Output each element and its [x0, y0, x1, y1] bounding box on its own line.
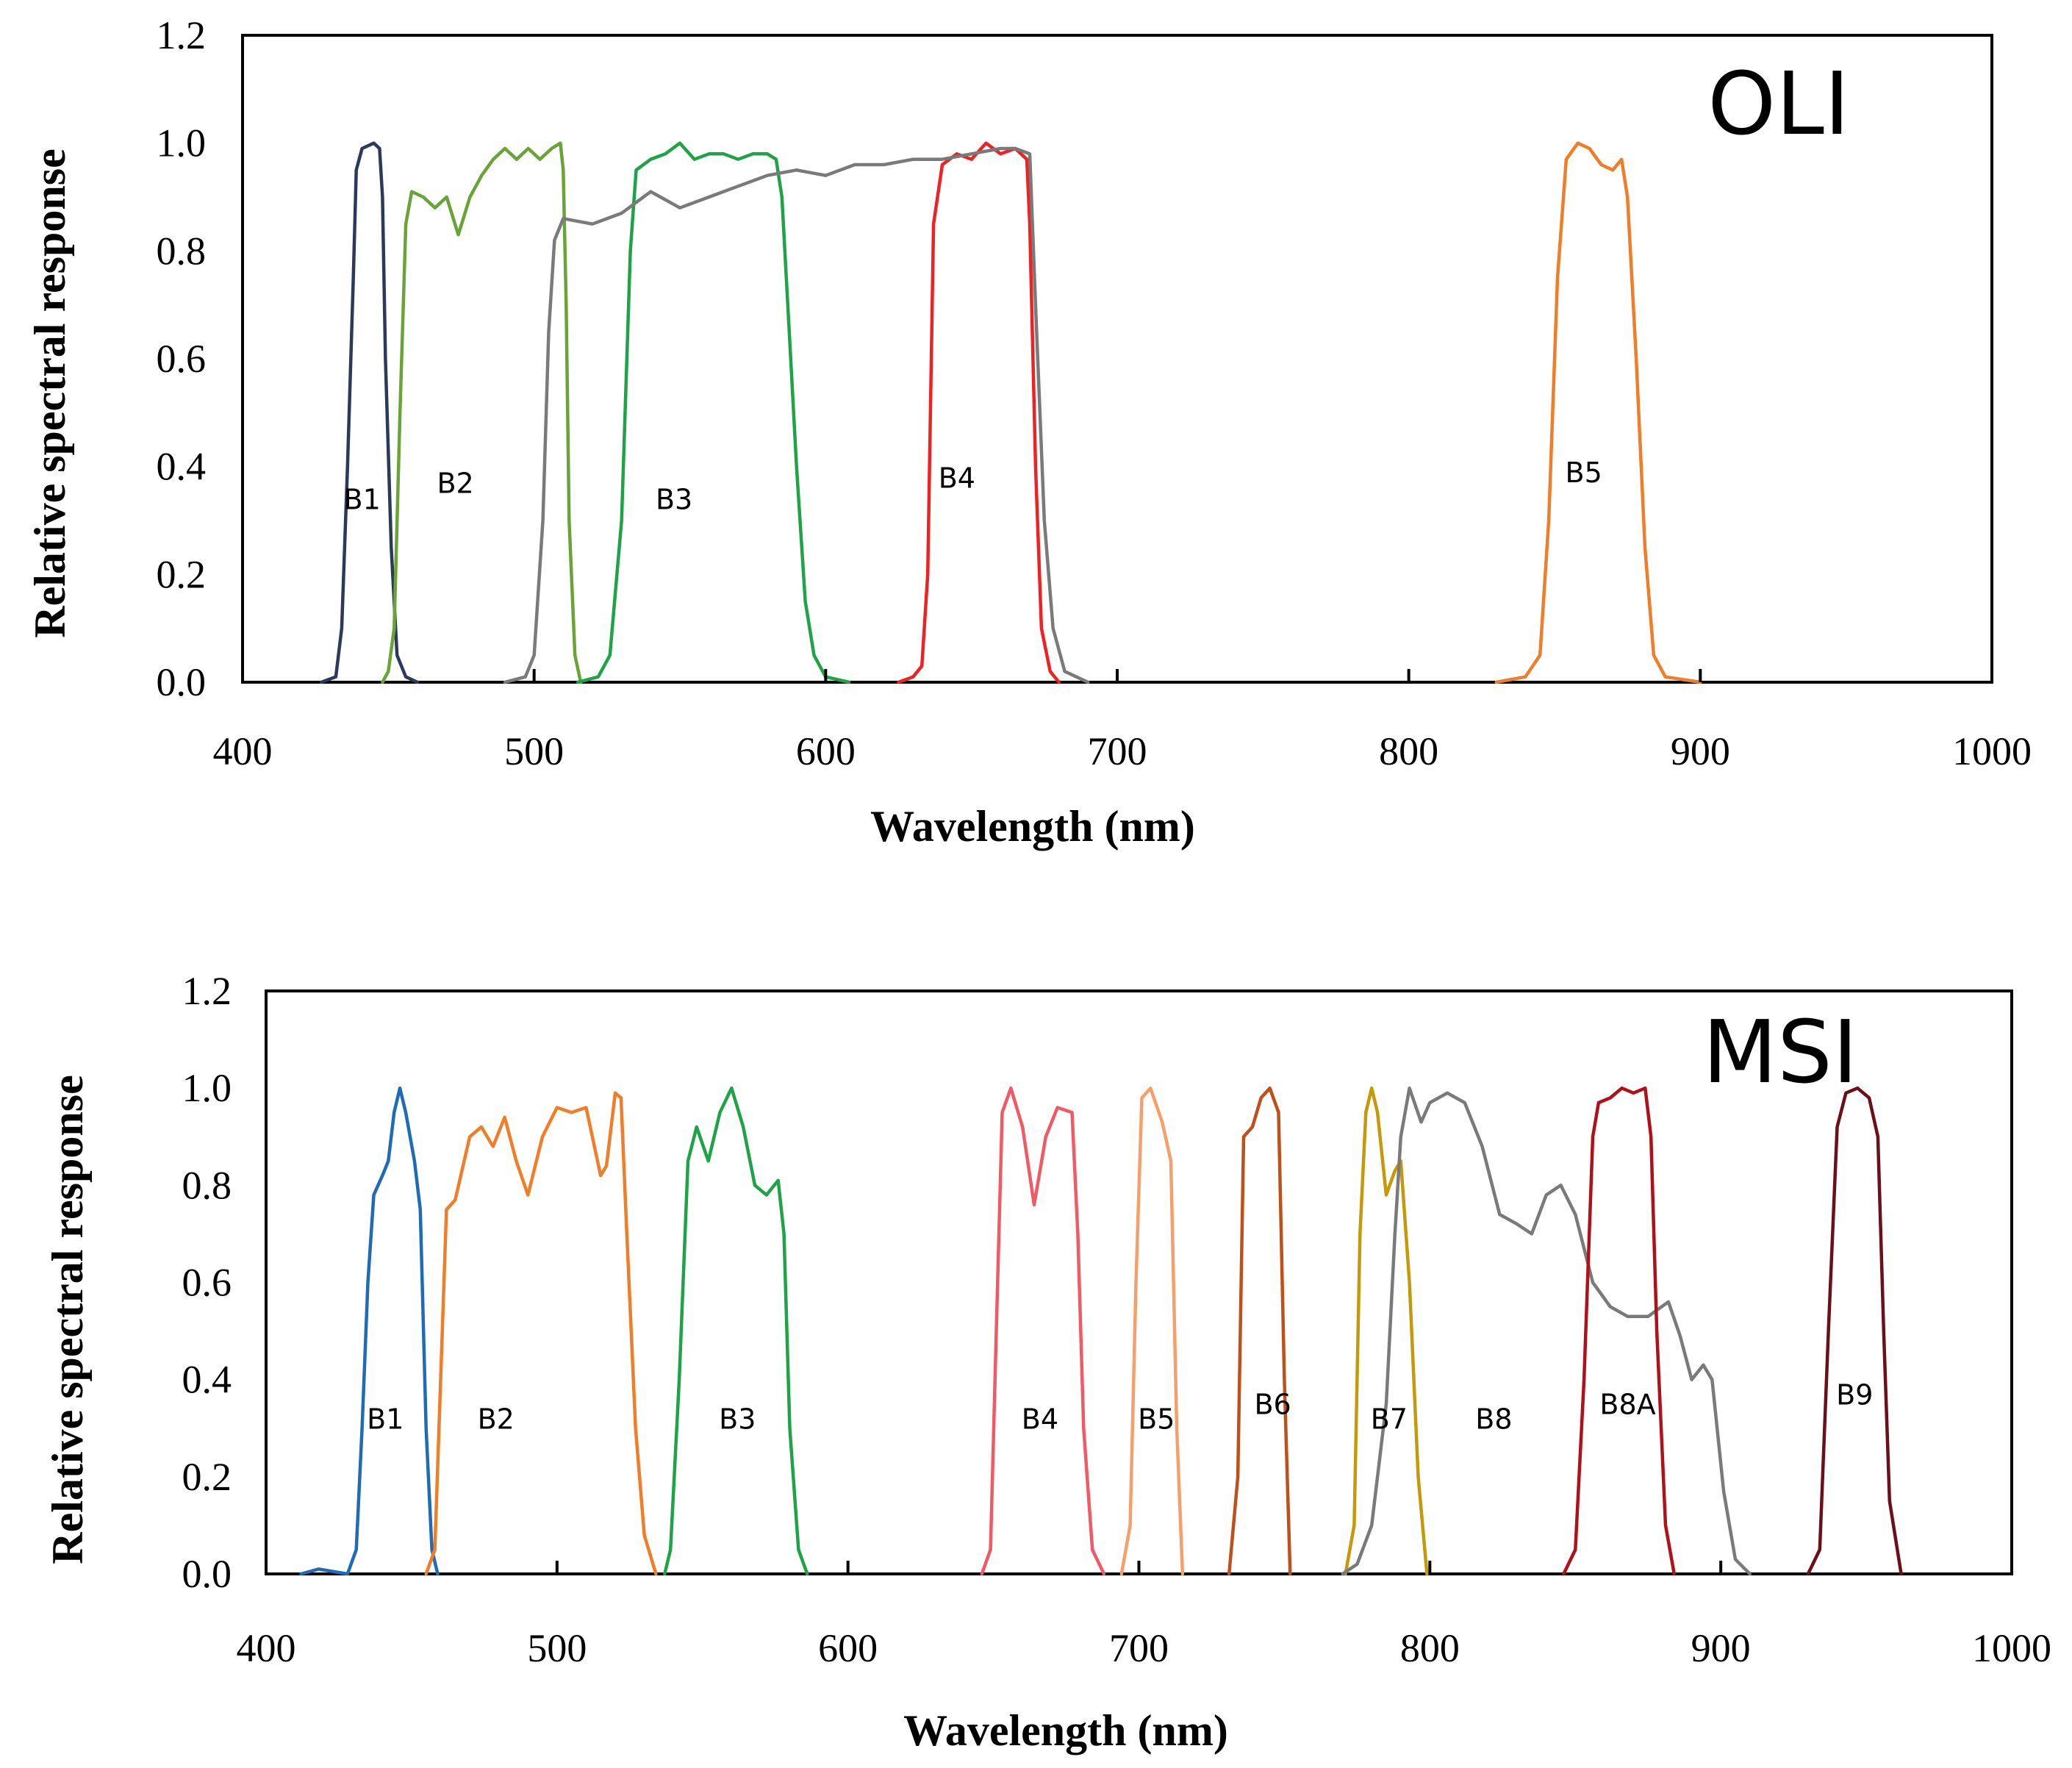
oli-y-tick-label: 0.6 — [157, 337, 207, 381]
oli-x-tick-label: 1000 — [1952, 729, 2032, 773]
msi-series-b1-line — [299, 1086, 440, 1576]
oli-series-b2-line — [381, 141, 583, 684]
msi-series-b9-line — [1806, 1086, 1903, 1576]
oli-y-tick-label: 0.2 — [157, 552, 207, 596]
msi-y-tick-label: 0.6 — [182, 1261, 232, 1305]
oli-band-label-b5: B5 — [1566, 457, 1602, 489]
msi-y-tick-labels: 0.0 0.2 0.4 0.6 0.8 1.0 1.2 — [182, 969, 232, 1596]
oli-x-tick-labels: 400 500 600 700 800 900 1000 — [213, 729, 2032, 773]
msi-chart: 0.0 0.2 0.4 0.6 0.8 1.0 1.2 400 500 600 700 800 900… — [43, 969, 2051, 1755]
msi-series-b8-line — [1341, 1086, 1752, 1576]
oli-y-tick-label: 0.4 — [157, 445, 207, 489]
msi-y-tick-label: 0.2 — [182, 1455, 232, 1499]
msi-series-b3-line — [663, 1086, 809, 1576]
oli-series-layer — [243, 141, 1992, 684]
msi-y-tick-label: 0.8 — [182, 1163, 232, 1207]
msi-series-b4-line — [980, 1086, 1106, 1576]
msi-chart-title: MSI — [1702, 1001, 1858, 1103]
oli-y-tick-label: 1.0 — [157, 121, 207, 165]
oli-series-b4-line — [897, 141, 1061, 684]
msi-series-layer — [266, 1086, 2012, 1576]
oli-x-tick-label: 900 — [1671, 729, 1730, 773]
msi-band-label-b7: B7 — [1371, 1403, 1408, 1436]
oli-y-tick-label: 0.0 — [157, 660, 207, 704]
oli-band-label-b1: B1 — [344, 484, 381, 516]
msi-band-label-b6: B6 — [1254, 1389, 1291, 1421]
msi-x-tick-labels: 400 500 600 700 800 900 1000 — [237, 1626, 2052, 1670]
msi-x-tick-label: 700 — [1109, 1626, 1169, 1670]
msi-series-b8a-line — [1562, 1086, 1677, 1576]
oli-chart: 0.0 0.2 0.4 0.6 0.8 1.0 1.2 400 500 600 700 800 900… — [26, 13, 2032, 851]
msi-x-tick-label: 400 — [237, 1626, 296, 1670]
msi-x-axis-title: Wavelength (nm) — [903, 1706, 1228, 1755]
oli-y-tick-label: 0.8 — [157, 229, 207, 273]
oli-series-b5-line — [1494, 141, 1702, 684]
oli-chart-title: OLI — [1707, 53, 1849, 154]
msi-y-tick-label: 1.0 — [182, 1066, 232, 1110]
msi-series-b2-line — [424, 1091, 658, 1576]
msi-band-label-b8a: B8A — [1599, 1389, 1655, 1421]
oli-band-labels: B1 B2 B3 B4 B5 — [344, 457, 1602, 516]
msi-y-axis-title: Relative spectral response — [43, 1075, 92, 1564]
msi-x-tick-label: 900 — [1691, 1626, 1751, 1670]
oli-x-tick-marks — [532, 669, 1702, 682]
msi-y-tick-label: 0.4 — [182, 1358, 232, 1402]
msi-series-b5-line — [1119, 1086, 1185, 1576]
msi-y-tick-label: 1.2 — [182, 969, 232, 1013]
msi-band-label-b3: B3 — [719, 1403, 756, 1436]
oli-x-tick-label: 400 — [213, 729, 273, 773]
oli-x-tick-label: 800 — [1379, 729, 1438, 773]
oli-x-tick-label: 500 — [504, 729, 564, 773]
msi-band-label-b9: B9 — [1836, 1378, 1873, 1411]
msi-band-label-b8: B8 — [1475, 1403, 1512, 1436]
msi-y-tick-label: 0.0 — [182, 1552, 232, 1596]
msi-x-tick-label: 1000 — [1972, 1626, 2051, 1670]
oli-x-tick-label: 700 — [1088, 729, 1147, 773]
msi-band-label-b5: B5 — [1138, 1403, 1175, 1436]
oli-band-label-b4: B4 — [939, 462, 975, 494]
oli-x-axis-title: Wavelength (nm) — [870, 802, 1195, 851]
oli-y-axis-title: Relative spectral response — [26, 148, 74, 637]
msi-x-tick-label: 600 — [818, 1626, 878, 1670]
msi-series-b6-line — [1227, 1086, 1292, 1576]
oli-band-label-b3: B3 — [656, 484, 692, 516]
oli-band-label-b2: B2 — [437, 468, 473, 500]
msi-x-tick-label: 800 — [1400, 1626, 1460, 1670]
oli-y-tick-label: 1.2 — [157, 13, 207, 57]
oli-x-tick-label: 600 — [796, 729, 856, 773]
oli-series-pan-line — [503, 146, 1090, 684]
msi-series-b7-line — [1344, 1086, 1429, 1576]
oli-y-tick-labels: 0.0 0.2 0.4 0.6 0.8 1.0 1.2 — [157, 13, 207, 704]
msi-band-labels: B1 B2 B3 B4 B5 B6 B7 B8 B8A B9 — [367, 1378, 1873, 1435]
oli-series-b1-line — [319, 141, 420, 684]
msi-x-tick-label: 500 — [527, 1626, 587, 1670]
oli-series-b3-line — [576, 141, 851, 684]
msi-band-label-b1: B1 — [367, 1403, 404, 1436]
msi-band-label-b2: B2 — [478, 1403, 515, 1436]
msi-x-tick-marks — [555, 1561, 1723, 1574]
msi-band-label-b4: B4 — [1022, 1403, 1058, 1436]
